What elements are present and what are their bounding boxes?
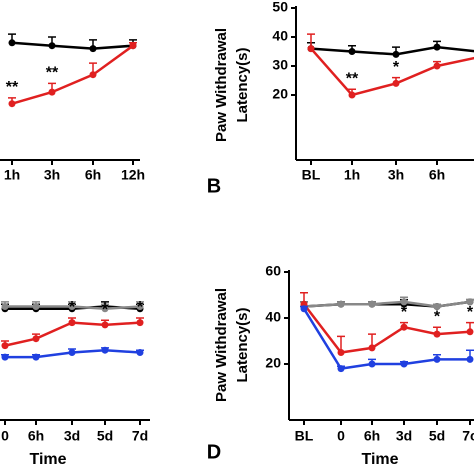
data-point: [433, 43, 441, 51]
data-point: [1, 353, 9, 361]
x-tick-label: 6h: [429, 167, 445, 183]
data-point: [101, 305, 109, 313]
x-tick-label: 6h: [364, 428, 380, 444]
series-line: [11, 41, 134, 50]
x-tick-label: 6h: [28, 428, 44, 444]
data-point: [32, 353, 40, 361]
x-tick-label: 5d: [97, 428, 113, 444]
data-point: [68, 303, 76, 310]
data-point: [68, 349, 76, 356]
y-tick-label: 30: [272, 57, 288, 73]
x-axis-label: Time: [29, 451, 66, 468]
significance-label: **: [346, 70, 359, 87]
y-axis-label: Paw Withdrawal: [213, 28, 230, 142]
data-point: [400, 360, 408, 368]
significance-label: *: [393, 59, 400, 76]
data-point: [136, 319, 144, 327]
significance-label: *: [137, 299, 144, 316]
data-point: [466, 355, 474, 363]
data-point: [48, 88, 56, 96]
y-axis-label: Paw Withdrawal: [213, 288, 230, 402]
y-axis-label: Latency(s): [234, 307, 251, 382]
data-point: [348, 91, 356, 99]
data-point: [129, 42, 137, 50]
y-tick-label: 60: [265, 263, 281, 279]
series-line: [302, 308, 470, 370]
y-tick-label: 20: [265, 355, 281, 371]
data-point: [48, 42, 56, 50]
data-point: [433, 62, 441, 70]
data-point: [101, 321, 109, 329]
significance-label: *: [69, 299, 76, 316]
series-line: [303, 300, 471, 308]
data-point: [32, 303, 40, 310]
x-tick-label: 7d: [132, 428, 148, 444]
y-tick-label: 40: [272, 28, 288, 44]
x-tick-label: 1h: [344, 167, 360, 183]
x-tick-label: BL: [302, 167, 321, 183]
significance-label: *: [467, 304, 474, 321]
significance-label: **: [46, 65, 59, 82]
data-point: [89, 71, 97, 79]
significance-label: **: [6, 79, 19, 96]
data-point: [392, 79, 400, 87]
y-tick-label: 50: [272, 0, 288, 15]
data-point: [1, 342, 9, 350]
data-point: [300, 305, 308, 313]
x-axis-label: Time: [361, 451, 398, 468]
data-point: [136, 349, 144, 356]
data-point: [400, 298, 408, 306]
data-point: [337, 349, 345, 356]
data-point: [368, 360, 376, 368]
data-point: [8, 39, 16, 47]
data-point: [101, 346, 109, 354]
series-line: [11, 44, 134, 105]
data-point: [466, 298, 474, 306]
data-point: [68, 319, 76, 327]
x-tick-label: 3h: [44, 167, 60, 183]
data-point: [433, 303, 441, 310]
data-point: [433, 355, 441, 363]
data-point: [32, 335, 40, 343]
data-point: [89, 45, 97, 53]
significance-label: *: [434, 308, 441, 325]
panel-label: B: [207, 175, 221, 197]
series-line: [310, 45, 474, 56]
data-point: [400, 323, 408, 331]
y-tick-label: 40: [265, 309, 281, 325]
data-point: [368, 300, 376, 308]
significance-label: *: [401, 304, 408, 321]
data-point: [307, 45, 315, 53]
x-tick-label: 12h: [121, 167, 145, 183]
y-tick-label: 20: [272, 86, 288, 102]
x-tick-label: 0: [337, 428, 345, 444]
data-point: [392, 50, 400, 58]
x-tick-label: 0: [1, 428, 9, 444]
x-tick-label: 6h: [85, 167, 101, 183]
data-point: [1, 303, 9, 310]
data-point: [337, 365, 345, 373]
significance-label: *: [102, 302, 109, 319]
data-point: [466, 328, 474, 336]
x-tick-label: 3h: [388, 167, 404, 183]
data-point: [348, 48, 356, 55]
data-point: [337, 300, 345, 308]
data-point: [368, 344, 376, 352]
panel-label: D: [207, 441, 221, 463]
data-point: [8, 100, 16, 108]
x-tick-label: 3d: [64, 428, 80, 444]
data-point: [433, 330, 441, 338]
x-tick-label: 7c: [462, 428, 474, 444]
series-line: [303, 303, 471, 354]
x-tick-label: 5d: [429, 428, 445, 444]
data-point: [136, 303, 144, 310]
x-tick-label: BL: [295, 428, 314, 444]
y-axis-label: Latency(s): [234, 47, 251, 122]
x-tick-label: 3d: [396, 428, 412, 444]
x-tick-label: 1h: [4, 167, 20, 183]
